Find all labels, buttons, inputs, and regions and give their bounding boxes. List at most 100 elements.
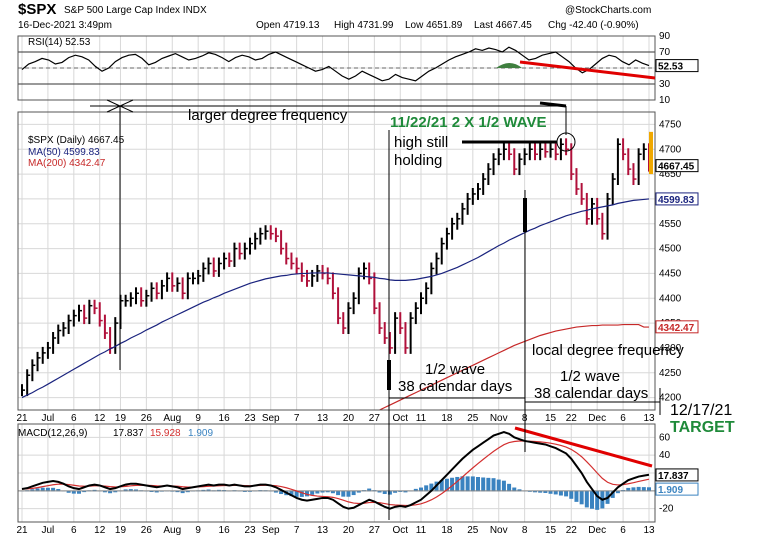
price-x-tick-label: 19 <box>115 413 127 424</box>
macd-histogram-bar <box>558 490 563 496</box>
macd-histogram-bar <box>82 490 87 493</box>
macd-x-tick-label: 20 <box>343 525 355 536</box>
macd-histogram-bar <box>393 490 398 493</box>
target-label: TARGET <box>670 419 735 436</box>
chg-value: Chg -42.40 (-0.90%) <box>548 20 639 31</box>
rsi-y-tick-label: 90 <box>659 31 671 42</box>
macd-x-tick-label: 18 <box>441 525 453 536</box>
macd-histogram-bar <box>626 487 631 492</box>
macd-histogram-bar <box>382 490 387 494</box>
price-x-tick-label: Sep <box>262 413 280 424</box>
macd-histogram-bar <box>154 490 159 493</box>
macd-legend-signal: 15.928 <box>150 428 181 439</box>
price-x-tick-label: 22 <box>566 413 578 424</box>
macd-histogram-bar <box>102 490 107 493</box>
macd-signal-line <box>21 440 650 507</box>
price-y-tick-label: 4500 <box>659 244 682 255</box>
macd-x-tick-label: 21 <box>16 525 28 536</box>
macd-histogram-bar <box>56 488 61 492</box>
half-wave-1-line2: 38 calendar days <box>398 378 513 395</box>
macd-histogram-bar <box>533 490 537 493</box>
annotation-lines <box>90 60 661 520</box>
macd-histogram-bar <box>424 485 429 492</box>
price-y-tick-label: 4550 <box>659 219 682 230</box>
macd-histogram-bar <box>564 490 569 497</box>
macd-x-tick-label: 22 <box>566 525 578 536</box>
macd-histogram-bar <box>631 487 636 492</box>
macd-histogram-bar <box>336 490 341 496</box>
macd-histogram-bar <box>128 489 133 492</box>
macd-histogram-bar <box>35 488 40 492</box>
holding-label: holding <box>394 152 443 169</box>
price-y-tick-label: 4300 <box>659 343 682 354</box>
ma50-line <box>21 198 650 399</box>
rsi-y-tick-label: 70 <box>659 47 671 58</box>
macd-histogram-bar <box>590 490 594 509</box>
low-value: Low 4651.89 <box>405 20 463 31</box>
macd-histogram-bar <box>398 490 403 492</box>
macd-histogram-bar <box>527 490 532 492</box>
macd-x-tick-label: Nov <box>490 525 508 536</box>
index-name: S&P 500 Large Cap Index INDX <box>64 5 207 16</box>
ma200-last-label: 4342.47 <box>658 323 695 334</box>
rsi-panel <box>18 46 655 85</box>
macd-x-tick-label: 11 <box>416 525 427 536</box>
macd-x-tick-label: 7 <box>294 525 300 536</box>
price-x-tick-label: 12 <box>94 413 106 424</box>
macd-histogram-bar <box>636 486 641 492</box>
macd-histogram-bar <box>356 490 361 493</box>
macd-x-tick-label: 16 <box>219 525 231 536</box>
macd-histogram-bar <box>367 488 372 492</box>
wave-title: 11/22/21 2 X 1/2 WAVE <box>390 114 547 131</box>
macd-x-tick-label: 13 <box>643 525 655 536</box>
source-label: @StockCharts.com <box>565 5 652 16</box>
macd-last-label: 17.837 <box>658 471 689 482</box>
price-panel <box>21 138 652 411</box>
macd-histogram-bar <box>305 490 309 497</box>
macd-x-tick-label: 25 <box>467 525 479 536</box>
price-panel-frame <box>17 111 656 411</box>
macd-y-tick-label: 60 <box>659 432 671 443</box>
macd-histogram-bar <box>569 490 574 499</box>
macd-x-tick-label: Dec <box>588 525 606 536</box>
price-y-tick-label: 4400 <box>659 293 682 304</box>
target-date-label: 12/17/21 <box>670 402 733 419</box>
local-degree-label: local degree frequency <box>532 342 684 359</box>
macd-x-tick-label: Aug <box>163 525 181 536</box>
symbol-title: $SPX <box>18 1 57 18</box>
macd-histogram-bar <box>496 479 501 492</box>
price-y-tick-label: 4250 <box>659 368 682 379</box>
macd-histogram-bar <box>543 490 548 493</box>
macd-histogram-bar <box>315 490 320 494</box>
macd-x-tick-label: Sep <box>262 525 280 536</box>
macd-histogram-bar <box>595 490 600 510</box>
macd-x-tick-label: 8 <box>522 525 528 536</box>
macd-histogram-bar <box>450 477 455 492</box>
macd-histogram-bar <box>491 478 496 492</box>
rsi-panel-frame <box>17 35 656 101</box>
rsi-last-label-box <box>655 59 699 73</box>
macd-histogram-bar <box>185 490 190 493</box>
macd-trend-line <box>514 426 653 468</box>
macd-histogram-bar <box>647 487 651 492</box>
macd-x-tick-label: 6 <box>71 525 77 536</box>
price-x-tick-label: 18 <box>441 413 453 424</box>
macd-histogram-bar <box>108 490 113 494</box>
macd-x-tick-label: Oct <box>392 525 408 536</box>
price-x-tick-label: 20 <box>343 413 355 424</box>
macd-histogram-bar <box>615 490 620 494</box>
macd-histogram-bar <box>419 487 423 492</box>
last-value: Last 4667.45 <box>474 20 532 31</box>
price-x-tick-label: 13 <box>317 413 329 424</box>
macd-histogram-bar <box>330 490 335 494</box>
macd-x-tick-label: 15 <box>545 525 557 536</box>
price-x-tick-label: Dec <box>588 413 606 424</box>
price-x-tick-label: 26 <box>141 413 153 424</box>
price-x-tick-label: 27 <box>369 413 381 424</box>
ma50-last-label-box <box>655 192 699 206</box>
macd-histogram-bar <box>279 490 284 495</box>
macd-histogram-bar <box>113 490 118 493</box>
macd-x-tick-label: 26 <box>141 525 153 536</box>
price-x-tick-label: 11 <box>416 413 427 424</box>
macd-histogram-bar <box>584 490 589 508</box>
